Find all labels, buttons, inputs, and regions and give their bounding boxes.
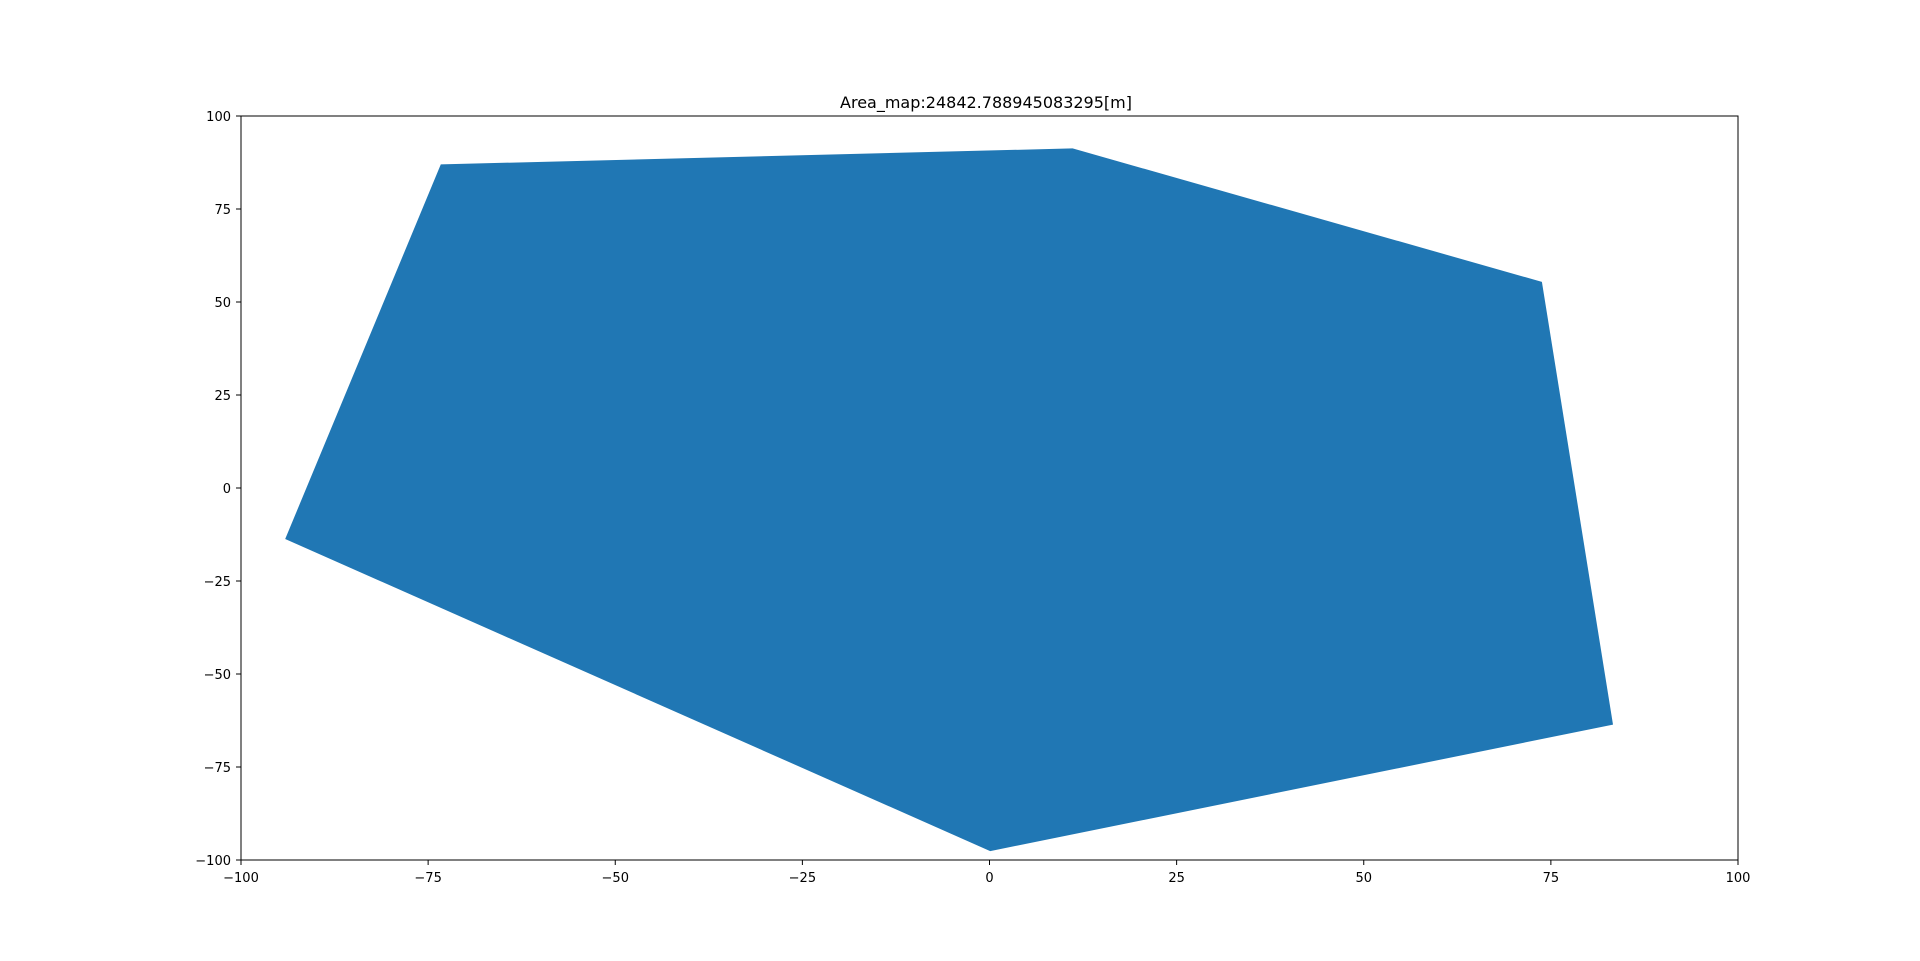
chart-title: Area_map:24842.788945083295[m]	[840, 93, 1132, 113]
y-tick-label: 0	[223, 482, 231, 497]
y-tick-label: −75	[204, 761, 231, 776]
filled-area-polygon	[285, 148, 1614, 852]
x-tick-label: 75	[1543, 871, 1560, 886]
y-tick-label: 25	[214, 389, 231, 404]
y-axis: −100 −75 −50 −25 0 25 50 75 100	[195, 110, 241, 869]
x-axis: −100 −75 −50 −25 0 25 50 75 100	[223, 860, 1750, 886]
y-tick-label: −25	[204, 575, 231, 590]
x-tick-label: −75	[414, 871, 441, 886]
plot-area	[285, 148, 1614, 852]
y-tick-label: −50	[204, 668, 231, 683]
y-tick-label: −100	[195, 854, 231, 869]
x-tick-label: 25	[1168, 871, 1185, 886]
y-tick-label: 75	[214, 203, 231, 218]
x-tick-label: −50	[602, 871, 629, 886]
y-tick-label: 100	[206, 110, 231, 125]
x-tick-label: 100	[1726, 871, 1751, 886]
x-tick-label: 50	[1355, 871, 1372, 886]
x-tick-label: −25	[789, 871, 816, 886]
x-tick-label: −100	[223, 871, 259, 886]
x-tick-label: 0	[985, 871, 993, 886]
y-tick-label: 50	[214, 296, 231, 311]
